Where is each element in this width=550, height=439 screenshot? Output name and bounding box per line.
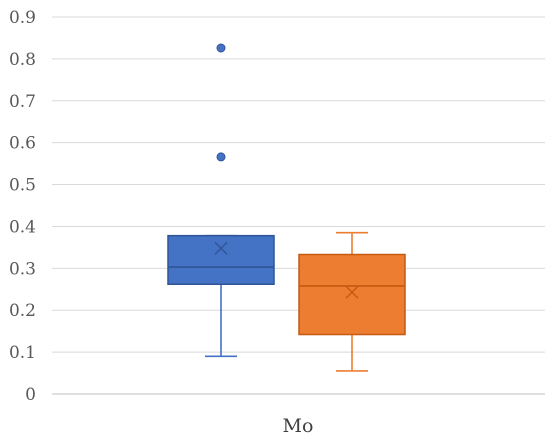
box-series-1 [167, 43, 275, 358]
y-tick-label: 0.9 [9, 8, 36, 28]
box-iqr [298, 253, 406, 336]
y-tick-label: 0 [25, 385, 36, 405]
box-iqr [167, 234, 275, 286]
y-tick-label: 0.2 [9, 301, 36, 321]
y-tick-label: 0.4 [9, 217, 36, 237]
x-axis: Mo [283, 415, 314, 437]
y-tick-label: 0.5 [9, 176, 36, 196]
y-tick-label: 0.6 [9, 134, 36, 154]
y-tick-label: 0.3 [9, 259, 36, 279]
outlier-point [216, 152, 226, 162]
boxes [167, 43, 406, 372]
mean-marker [214, 241, 228, 255]
y-tick-label: 0.1 [9, 343, 36, 363]
grid [52, 16, 545, 395]
category-label: Mo [283, 415, 314, 437]
outlier-point [216, 43, 226, 53]
mean-marker [345, 285, 359, 299]
y-axis: 0 0.1 0.2 0.3 0.4 0.5 0.6 0.7 0.8 0.9 [9, 8, 36, 405]
y-tick-label: 0.7 [9, 92, 36, 112]
box-series-2 [298, 231, 406, 372]
y-tick-label: 0.8 [9, 50, 36, 70]
